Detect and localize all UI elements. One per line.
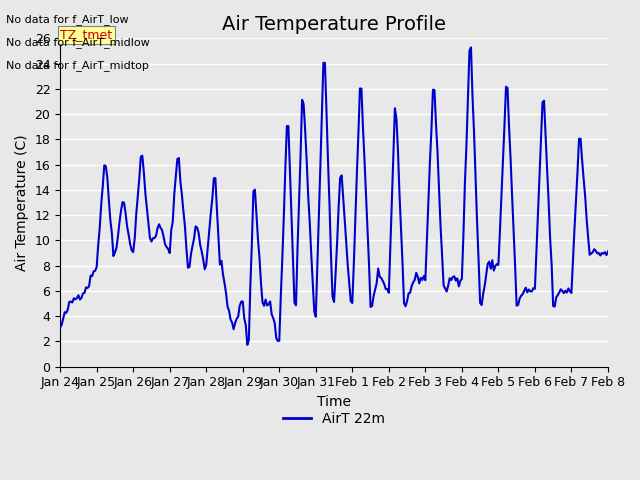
- Text: TZ_tmet: TZ_tmet: [60, 28, 112, 41]
- Text: No data for f_AirT_midlow: No data for f_AirT_midlow: [6, 37, 150, 48]
- Legend: AirT 22m: AirT 22m: [278, 407, 390, 432]
- Text: No data for f_AirT_midtop: No data for f_AirT_midtop: [6, 60, 149, 72]
- Y-axis label: Air Temperature (C): Air Temperature (C): [15, 134, 29, 271]
- Text: No data for f_AirT_low: No data for f_AirT_low: [6, 14, 129, 25]
- X-axis label: Time: Time: [317, 395, 351, 409]
- Title: Air Temperature Profile: Air Temperature Profile: [222, 15, 446, 34]
